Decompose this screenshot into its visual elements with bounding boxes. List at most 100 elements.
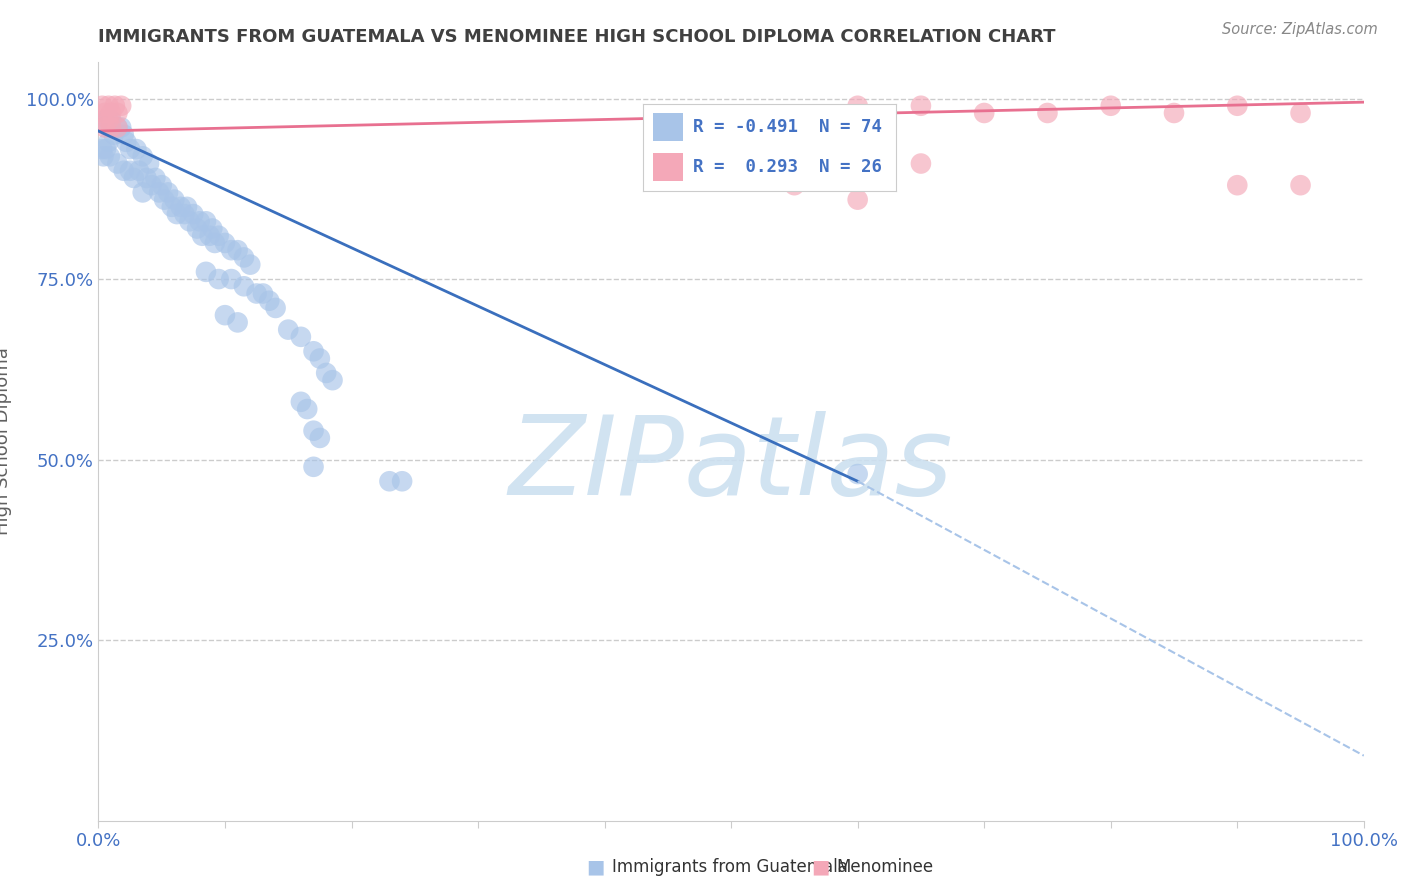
Point [302, 344, 325, 359]
Point [173, 207, 195, 221]
Point [391, 475, 413, 489]
Point [1289, 178, 1312, 193]
Point [302, 424, 325, 438]
Point [93, 120, 117, 135]
Point [277, 323, 299, 337]
Point [214, 235, 236, 250]
Point [104, 99, 127, 113]
Point [107, 156, 129, 170]
Point [150, 178, 173, 193]
Point [219, 272, 243, 286]
Point [100, 113, 122, 128]
Point [103, 128, 125, 142]
Point [166, 207, 188, 221]
Point [910, 156, 932, 170]
Point [138, 156, 160, 170]
Point [201, 221, 224, 235]
Point [97, 99, 120, 113]
Text: Menominee: Menominee [837, 858, 934, 876]
Point [208, 228, 231, 243]
Point [107, 106, 129, 120]
Point [157, 186, 180, 200]
Point [93, 106, 117, 120]
Point [204, 235, 226, 250]
Point [378, 475, 401, 489]
Point [302, 459, 325, 474]
Point [122, 171, 145, 186]
Point [846, 99, 869, 113]
Point [100, 106, 122, 120]
Point [846, 467, 869, 481]
Text: Immigrants from Guatemala: Immigrants from Guatemala [612, 858, 848, 876]
Point [219, 243, 243, 257]
Point [98, 149, 121, 163]
Point [163, 193, 186, 207]
Point [290, 394, 312, 409]
Point [148, 186, 170, 200]
Point [94, 142, 117, 156]
Point [297, 402, 319, 417]
Point [846, 193, 869, 207]
Point [107, 120, 129, 135]
Point [309, 431, 332, 445]
Point [100, 120, 122, 135]
Point [208, 272, 231, 286]
Point [1163, 106, 1185, 120]
Text: ■: ■ [586, 857, 605, 877]
Point [198, 228, 221, 243]
Point [169, 200, 191, 214]
Point [321, 373, 344, 387]
Point [214, 308, 236, 322]
Point [141, 178, 163, 193]
Point [91, 99, 114, 113]
Point [315, 366, 337, 380]
Point [115, 135, 138, 149]
Point [91, 113, 114, 128]
Point [93, 149, 115, 163]
Point [97, 113, 120, 128]
Point [226, 243, 249, 257]
Point [176, 200, 198, 214]
Point [120, 142, 141, 156]
Point [252, 286, 274, 301]
Point [135, 171, 157, 186]
Point [239, 258, 262, 272]
Point [186, 221, 208, 235]
Point [110, 120, 132, 135]
Point [160, 200, 183, 214]
Point [233, 251, 256, 265]
Point [1289, 106, 1312, 120]
Point [191, 228, 214, 243]
Point [910, 99, 932, 113]
Text: ■: ■ [811, 857, 830, 877]
Point [973, 106, 995, 120]
Point [783, 178, 806, 193]
Point [233, 279, 256, 293]
Point [309, 351, 332, 366]
Point [1036, 106, 1059, 120]
Text: IMMIGRANTS FROM GUATEMALA VS MENOMINEE HIGH SCHOOL DIPLOMA CORRELATION CHART: IMMIGRANTS FROM GUATEMALA VS MENOMINEE H… [98, 28, 1056, 45]
Point [153, 193, 176, 207]
Point [188, 214, 211, 228]
Point [179, 214, 201, 228]
Point [1226, 178, 1249, 193]
Point [194, 265, 218, 279]
Point [1226, 99, 1249, 113]
Point [259, 293, 281, 308]
Point [128, 163, 150, 178]
Point [246, 286, 269, 301]
Point [290, 330, 312, 344]
Point [97, 135, 120, 149]
Text: Source: ZipAtlas.com: Source: ZipAtlas.com [1222, 22, 1378, 37]
Point [120, 163, 141, 178]
Point [91, 142, 114, 156]
Point [1099, 99, 1122, 113]
Point [112, 128, 135, 142]
Point [846, 142, 869, 156]
Point [226, 315, 249, 329]
Point [93, 113, 117, 128]
Point [112, 163, 135, 178]
Y-axis label: High School Diploma: High School Diploma [0, 348, 11, 535]
Point [145, 171, 166, 186]
Point [107, 120, 129, 135]
